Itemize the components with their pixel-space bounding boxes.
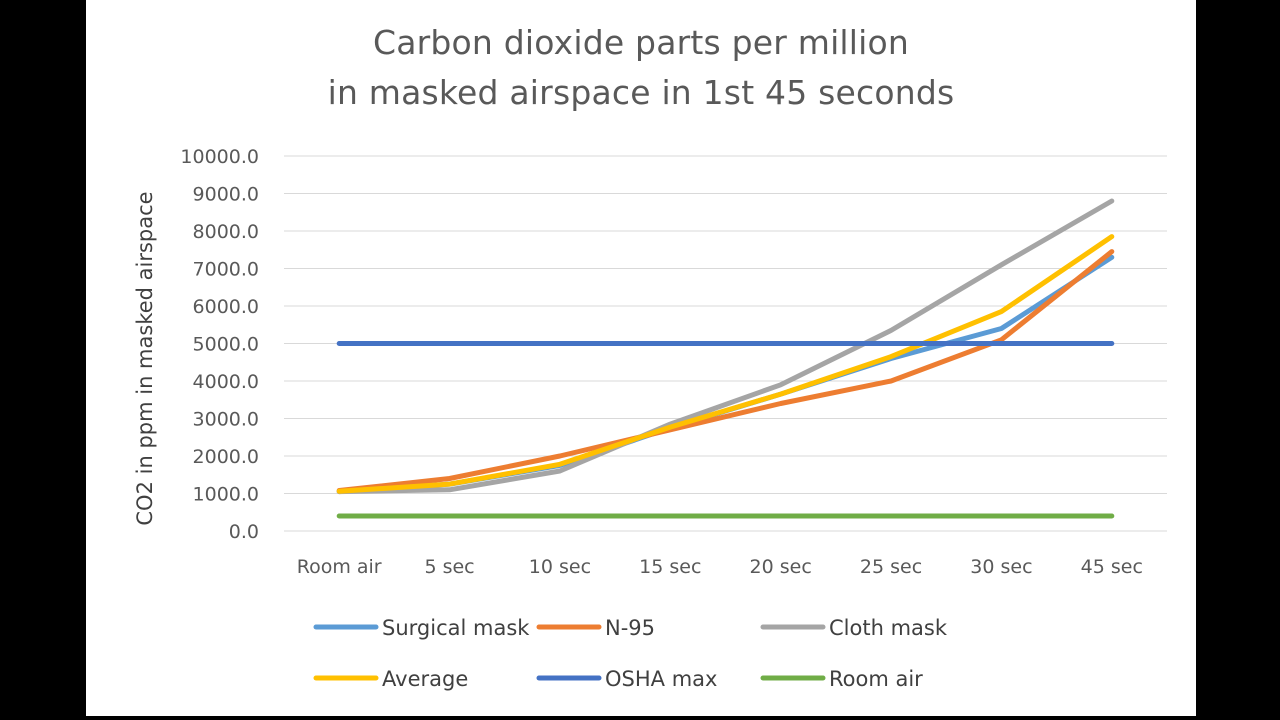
y-tick-label: 7000.0: [193, 259, 259, 281]
y-tick-label: 0.0: [229, 521, 259, 543]
x-tick-label: 45 sec: [1081, 556, 1143, 578]
legend-label: Average: [382, 667, 468, 691]
y-tick-label: 3000.0: [193, 409, 259, 431]
y-tick-label: 10000.0: [180, 146, 259, 168]
y-tick-label: 8000.0: [193, 221, 259, 243]
legend-label: Cloth mask: [829, 616, 948, 640]
legend-label: Surgical mask: [382, 616, 530, 640]
x-tick-label: 20 sec: [750, 556, 812, 578]
chart-frame: Carbon dioxide parts per million in mask…: [86, 0, 1196, 716]
x-tick-label: 10 sec: [529, 556, 591, 578]
series-line-cloth-mask: [336, 198, 1115, 495]
chart-title-line-1: Carbon dioxide parts per million: [372, 23, 910, 62]
series-line-average: [336, 234, 1115, 494]
x-tick-label: 5 sec: [424, 556, 474, 578]
line-chart: 0.0 1000.0 2000.0 3000.0 4000.0 5000.0 6000.0 7…: [133, 146, 1167, 691]
chart-title-line-2: in masked airspace in 1st 45 seconds: [327, 73, 955, 112]
legend-label: OSHA max: [605, 667, 717, 691]
y-tick-label: 5000.0: [193, 334, 259, 356]
x-tick-label: 25 sec: [860, 556, 922, 578]
y-tick-label: 4000.0: [193, 371, 259, 393]
x-tick-label: Room air: [297, 556, 382, 578]
legend-label: N-95: [605, 616, 655, 640]
x-tick-label: 15 sec: [639, 556, 701, 578]
y-tick-label: 2000.0: [193, 446, 259, 468]
y-tick-label: 9000.0: [193, 184, 259, 206]
y-tick-label: 1000.0: [193, 484, 259, 506]
y-axis-label: CO2 in ppm in masked airspace: [133, 191, 157, 525]
y-tick-label: 6000.0: [193, 296, 259, 318]
x-tick-label: 30 sec: [970, 556, 1032, 578]
legend-label: Room air: [829, 667, 923, 691]
series-line-n-95: [336, 249, 1115, 493]
